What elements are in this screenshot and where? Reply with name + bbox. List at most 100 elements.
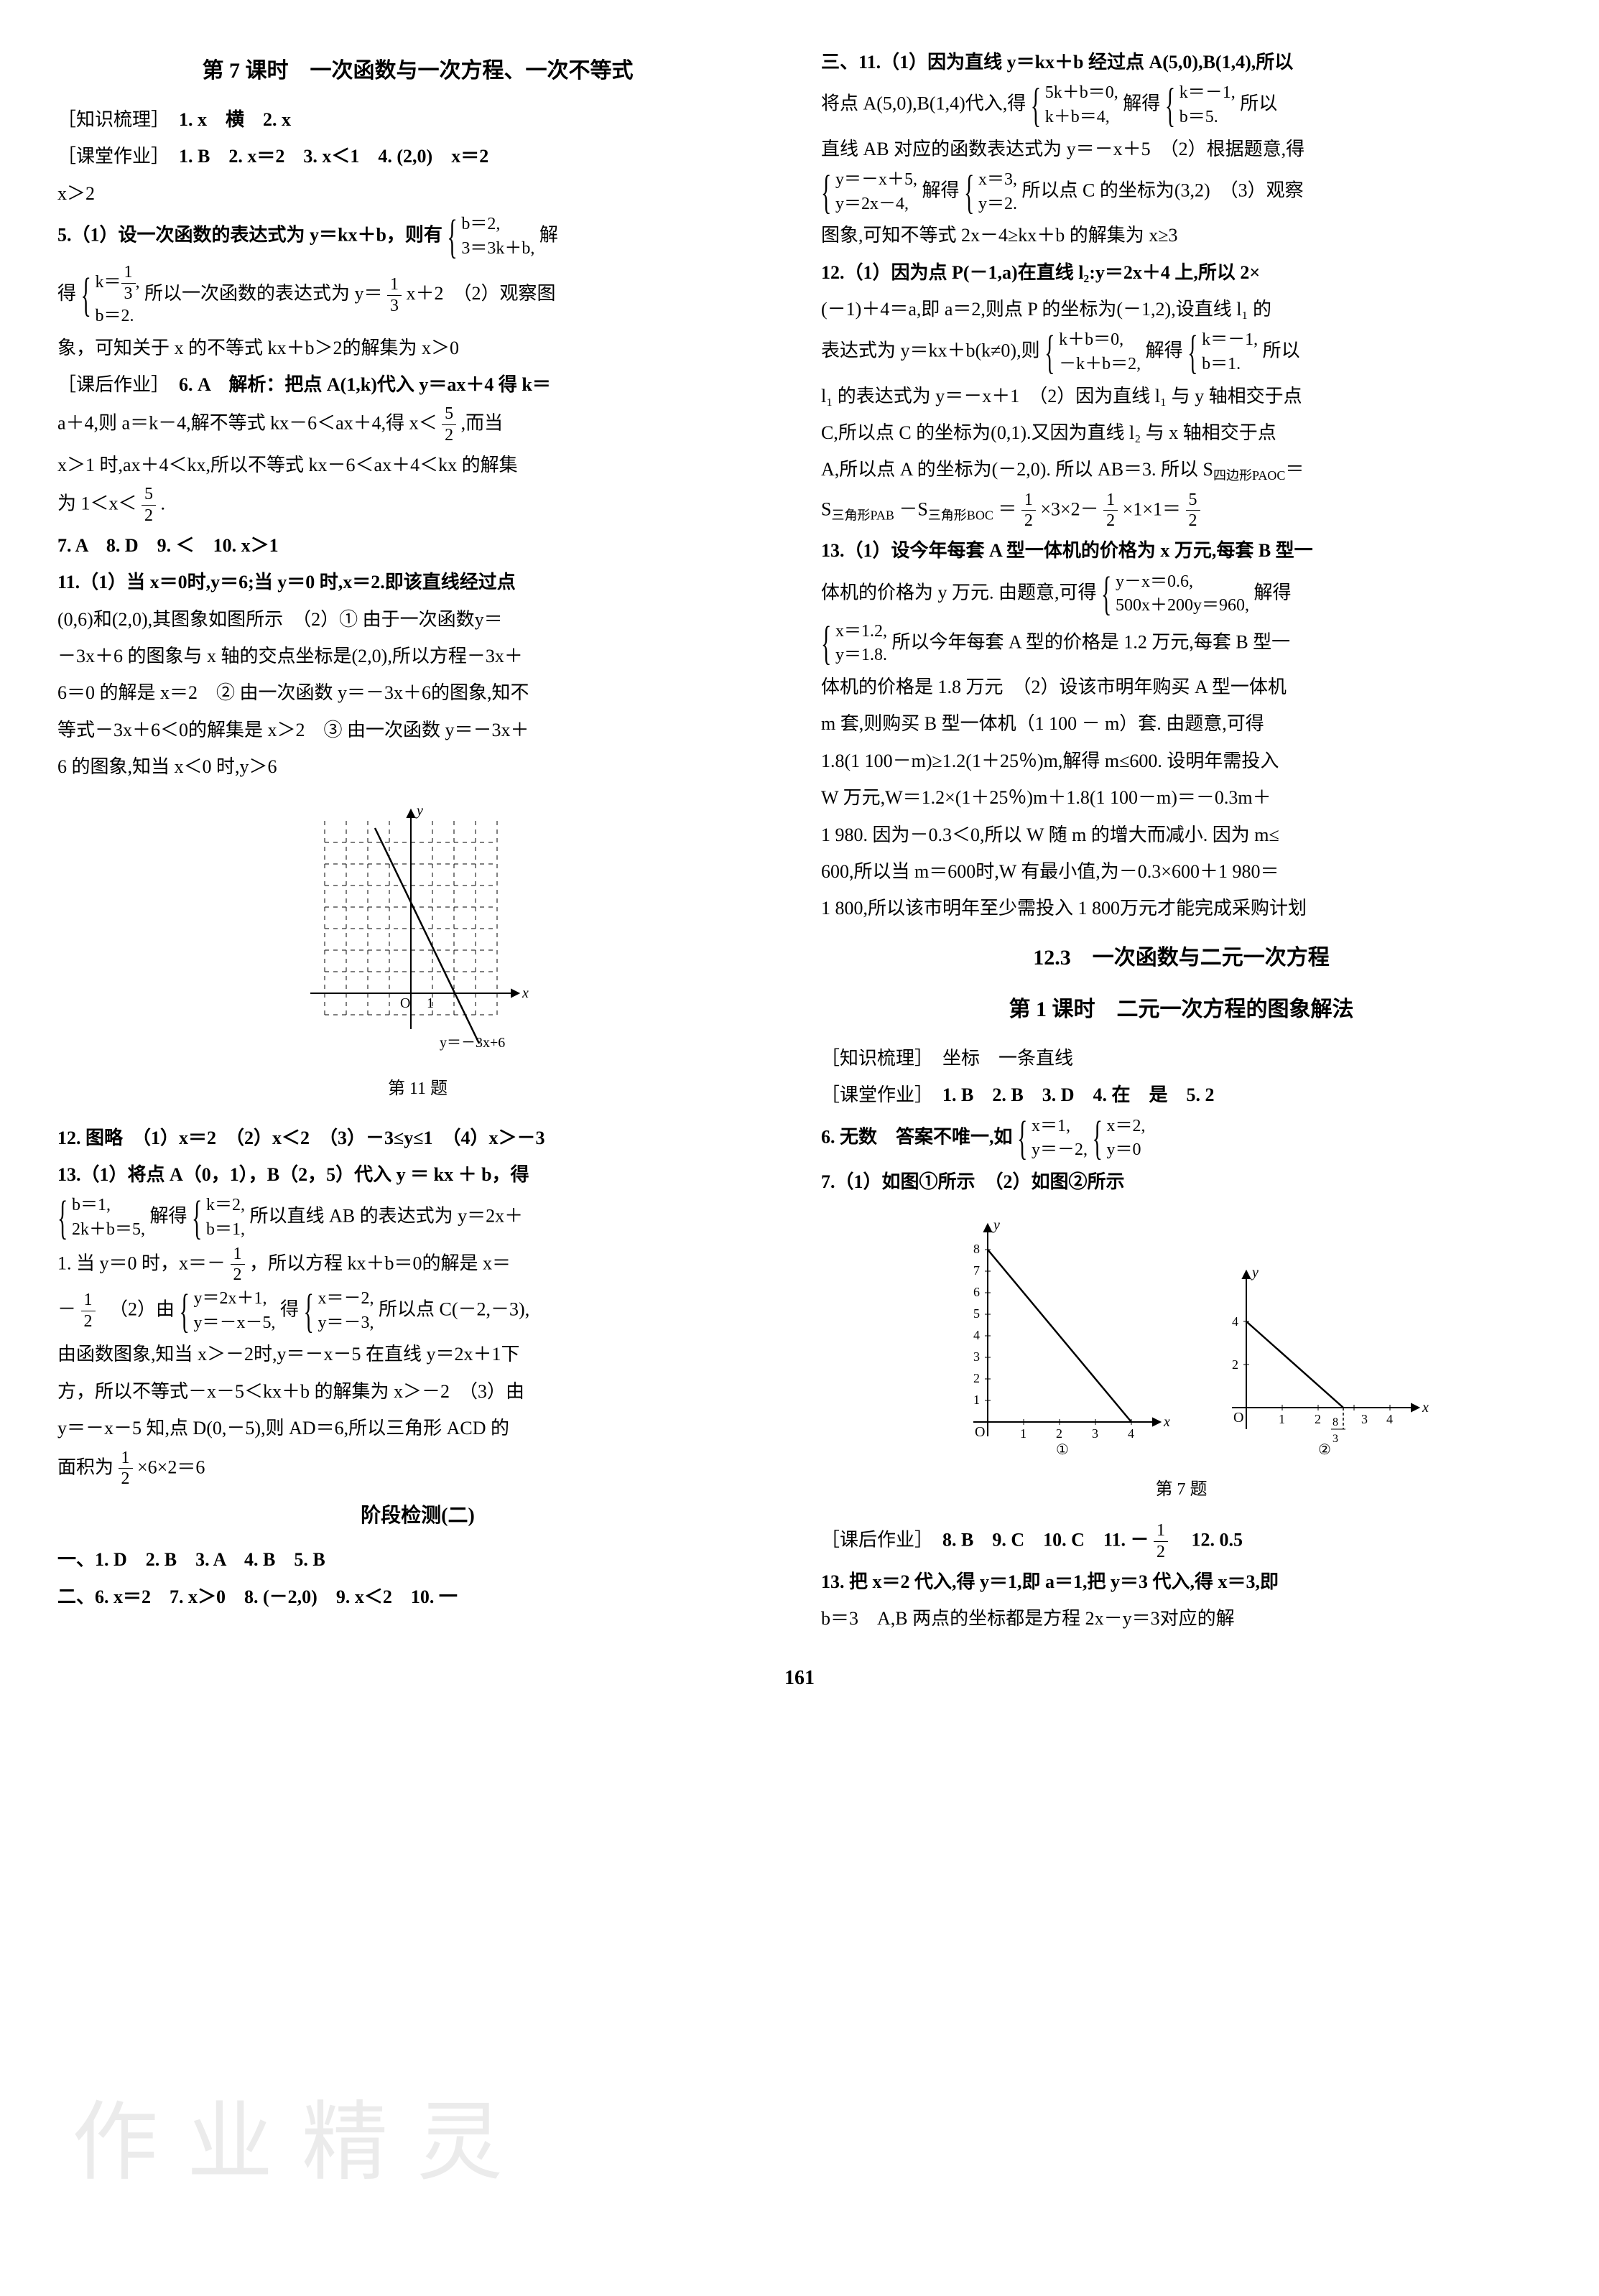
q6-line3: x＞1 时,ax＋4＜kx,所以不等式 kx－6＜ax＋4＜kx 的解集 [57,447,778,483]
q12r-f: A,所以点 A 的坐标为(－2,0). 所以 AB＝3. 所以 S四边形PAOC… [821,452,1542,488]
svg-text:1: 1 [1279,1412,1285,1426]
left-column: 第 7 课时 一次函数与一次方程、一次不等式 ［知识梳理］ 1. x 横 2. … [57,43,778,1637]
svg-text:3: 3 [1361,1412,1368,1426]
brace-icon: 5k＋b＝0, k＋b＝4, [1031,81,1118,129]
section-title: 12.3 一次函数与二元一次方程 [821,937,1542,978]
q12r-b: (－1)＋4＝a,即 a＝2,则点 P 的坐标为(－1,2),设直线 l₁ 的 [821,292,1542,327]
graph-q7: 8 7 6 5 4 3 2 1 1 2 3 4 O x y ① [821,1214,1542,1506]
right-column: 三、11.（1）因为直线 y＝kx＋b 经过点 A(5,0),B(1,4),所以… [821,43,1542,1637]
svg-text:2: 2 [1315,1412,1321,1426]
svg-text:5: 5 [973,1306,980,1321]
q13r-c: x＝1.2, y＝1.8. 所以今年每套 A 型的价格是 1.2 万元,每套 B… [821,620,1542,668]
q6-text-d: 为 1＜x＜ [57,493,137,514]
svg-text:4: 4 [973,1328,980,1342]
page-number: 161 [57,1659,1542,1697]
q12r-d: l₁ 的表达式为 y＝－x＋1 （2）因为直线 l₁ 与 y 轴相交于点 [821,378,1542,414]
q5-text-a2: 解 [539,225,558,246]
q12r-c: 表达式为 y＝kx＋b(k≠0),则 k＋b＝0, －k＋b＝2, 解得 k＝－… [821,328,1542,376]
q13r-h: 1 980. 因为－0.3＜0,所以 W 随 m 的增大而减小. 因为 m≤ [821,817,1542,852]
brace-icon: x＝1.2, y＝1.8. [821,620,887,668]
q5-text-c2: x＋2 （2）观察图 [407,283,556,304]
q12: 12. 图略 （1）x＝2 （2）x＜2 （3）－3≤y≤1 （4）x＞－3 [57,1120,778,1156]
brace-icon: x＝2, y＝0 [1093,1115,1146,1163]
svg-text:3: 3 [973,1349,980,1364]
brace-icon: k＝－1, b＝5. [1165,81,1236,129]
q6-text-a: 6. A 解析：把点 A(1,k)代入 y＝ax＋4 得 k＝ [179,374,551,395]
q11r-e: 图象,可知不等式 2x－4≥kx＋b 的解集为 x≥3 [821,218,1542,253]
q11-f: 6 的图象,知当 x＜0 时,y＞6 [57,749,778,784]
q13r-i: 600,所以当 m＝600时,W 有最小值,为－0.3×600＋1 980＝ [821,854,1542,889]
q13r-a: 13.（1）设今年每套 A 型一体机的价格为 x 万元,每套 B 型一 [821,533,1542,568]
q13r-g: W 万元,W＝1.2×(1＋25％)m＋1.8(1 100－m)＝－0.3m＋ [821,780,1542,815]
q5-line1: 5.（1）设一次函数的表达式为 y＝kx＋b，则有 b＝2, 3＝3k＋b, 解 [57,213,778,261]
q11-d: 6＝0 的解是 x＝2 ② 由一次函数 y＝－3x＋6的图象,知不 [57,675,778,710]
svg-text:②: ② [1318,1442,1331,1458]
zhishi-content: 1. x 横 2. x [179,109,291,130]
svg-text:O: O [400,995,410,1011]
ketang-label: ［课堂作业］ [57,146,160,167]
q7-10: 7. A 8. D 9. ＜ 10. x＞1 [57,528,778,563]
q13-g: 方，所以不等式－x－5＜kx＋b 的解集为 x＞－2 （3）由 [57,1374,778,1409]
brace-icon: x＝3, y＝2. [964,168,1017,216]
brace-icon: k＋b＝0, －k＋b＝2, [1044,328,1141,376]
graph7-svg: 8 7 6 5 4 3 2 1 1 2 3 4 O x y ① [930,1214,1433,1458]
q13-i: 面积为 12 ×6×2＝6 [57,1448,778,1490]
q11r-d: y＝－x＋5, y＝2x－4, 解得 x＝3, y＝2. 所以点 C 的坐标为(… [821,168,1542,216]
brace-icon: x＝－2, y＝－3, [304,1287,374,1335]
ketang-line1: ［课堂作业］ 1. B 2. x＝2 3. x＜1 4. (2,0) x＝2 [57,139,778,174]
q11r-a: 三、11.（1）因为直线 y＝kx＋b 经过点 A(5,0),B(1,4),所以 [821,45,1542,80]
svg-text:1: 1 [427,995,434,1011]
brace-icon: y＝2x＋1, y＝－x－5, [180,1287,276,1335]
svg-text:2: 2 [1056,1426,1062,1441]
svg-text:4: 4 [1386,1412,1393,1426]
q5-line2: 得 k＝13, b＝2. 所以一次函数的表达式为 y＝ 13 x＋2 （2）观察… [57,262,778,328]
fraction: 12 [1021,490,1036,532]
fraction: 52 [142,484,156,526]
q13r-b: 体机的价格为 y 万元. 由题意,可得 y－x＝0.6, 500x＋200y＝9… [821,570,1542,618]
svg-text:x: x [1422,1400,1429,1416]
ketang2: ［课堂作业］ 1. B 2. B 3. D 4. 在 是 5. 2 [821,1077,1542,1112]
svg-text:7: 7 [973,1263,980,1278]
q11-c: －3x＋6 的图象与 x 轴的交点坐标是(2,0),所以方程－3x＋ [57,638,778,674]
q13-f: 由函数图象,知当 x＞－2时,y＝－x－5 在直线 y＝2x＋1下 [57,1337,778,1372]
svg-text:4: 4 [1128,1426,1134,1441]
graph-svg: O 1 x y y＝－3x+6 [296,799,540,1058]
svg-text:3: 3 [1332,1433,1338,1445]
q6-text-b: a＋4,则 a＝k－4,解不等式 kx－6＜ax＋4,得 x＜ [57,413,437,434]
q13-line4: － 12 （2）由 y＝2x＋1, y＝－x－5, 得 x＝－2, y＝－3, … [57,1287,778,1335]
q13r2-b: b＝3 A,B 两点的坐标都是方程 2x－y＝3对应的解 [821,1601,1542,1636]
brace-icon: y＝－x＋5, y＝2x－4, [821,168,917,216]
fraction: 12 [231,1244,245,1286]
svg-text:3: 3 [1092,1426,1098,1441]
q6-line1: ［课后作业］ 6. A 解析：把点 A(1,k)代入 y＝ax＋4 得 k＝ [57,367,778,402]
kehou2: ［课后作业］ 8. B 9. C 10. C 11. － 12 12. 0.5 [821,1520,1542,1563]
zhishi-label: ［知识梳理］ [57,109,160,130]
svg-text:4: 4 [1232,1314,1238,1329]
svg-text:①: ① [1056,1442,1069,1458]
q11-e: 等式－3x＋6＜0的解集是 x＞2 ③ 由一次函数 y＝－3x＋ [57,712,778,748]
graph7-caption: 第 7 题 [821,1474,1542,1507]
brace-icon: b＝2, 3＝3k＋b, [447,213,534,261]
fraction: 52 [1186,490,1200,532]
stage-l2: 二、6. x＝2 7. x＞0 8. (－2,0) 9. x＜2 10. 一 [57,1579,778,1614]
graph-q11: O 1 x y y＝－3x+6 第 11 题 [57,799,778,1106]
q12r-a: 12.（1）因为点 P(－1,a)在直线 l₂:y＝2x＋4 上,所以 2× [821,255,1542,290]
svg-text:x: x [1163,1414,1170,1430]
svg-text:1: 1 [1020,1426,1026,1441]
svg-text:x: x [522,985,529,1001]
brace-icon: y－x＝0.6, 500x＋200y＝960, [1101,570,1249,618]
svg-text:y＝－3x+6: y＝－3x+6 [440,1035,505,1051]
q7r: 7.（1）如图①所示 （2）如图②所示 [821,1164,1542,1199]
lesson-title-2: 第 1 课时 二元一次方程的图象解法 [821,989,1542,1030]
q13-h: y＝－x－5 知,点 D(0,－5),则 AD＝6,所以三角形 ACD 的 [57,1410,778,1446]
watermark: 作业精灵 [72,2060,532,2224]
brace-icon: k＝13, b＝2. [81,262,140,328]
q11r-c: 直线 AB 对应的函数表达式为 y＝－x＋5 （2）根据题意,得 [821,131,1542,167]
q6r: 6. 无数 答案不唯一,如 x＝1, y＝－2, x＝2, y＝0 [821,1115,1542,1163]
q12r-e: C,所以点 C 的坐标为(0,1).又因为直线 l₂ 与 x 轴相交于点 [821,415,1542,450]
q13r2-a: 13. 把 x＝2 代入,得 y＝1,即 a＝1,把 y＝3 代入,得 x＝3,… [821,1564,1542,1599]
q13r-j: 1 800,所以该市明年至少需投入 1 800万元才能完成采购计划 [821,891,1542,926]
q5-line3: 象，可知关于 x 的不等式 kx＋b＞2的解集为 x＞0 [57,330,778,366]
brace-icon: k＝2, b＝1, [192,1194,245,1242]
svg-text:2: 2 [973,1371,980,1385]
